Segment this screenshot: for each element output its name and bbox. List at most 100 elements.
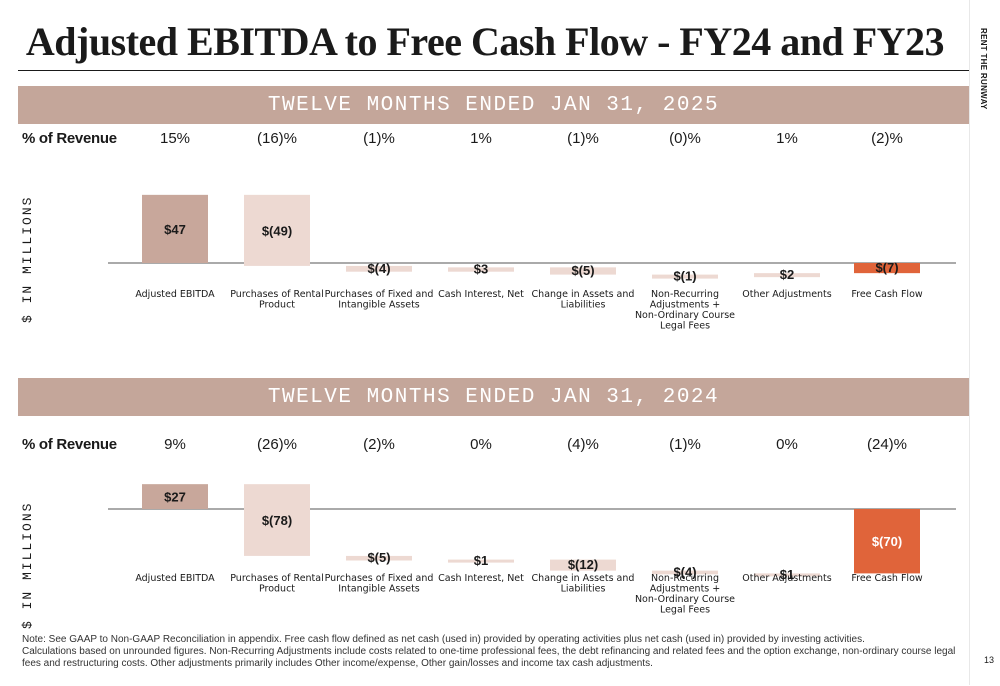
waterfall-bar (854, 509, 920, 574)
category-label: Purchases of Fixed and Intangible Assets (325, 289, 434, 311)
pct-of-revenue-value: 1% (470, 130, 492, 147)
category-label-line: Adjusted EBITDA (135, 289, 215, 300)
category-label: Change in Assets and Liabilities (532, 289, 635, 311)
category-label-line: Purchases of Rental (230, 289, 324, 300)
waterfall-bar (550, 559, 616, 571)
category-label-line: Adjusted EBITDA (135, 573, 215, 584)
category-label-line: Free Cash Flow (851, 573, 923, 584)
period-banner-fy23: TWELVE MONTHS ENDED JAN 31, 2024 (18, 378, 969, 416)
category-label-line: Purchases of Fixed and (325, 289, 434, 300)
pct-of-revenue-value: 9% (164, 436, 186, 453)
pct-of-revenue-value: (2)% (363, 436, 395, 453)
waterfall-bar (854, 263, 920, 274)
category-label-line: Other Adjustments (742, 289, 832, 300)
category-label-line: Change in Assets and (532, 289, 635, 300)
waterfall-bar (346, 555, 412, 561)
category-label-line: Intangible Assets (338, 300, 420, 311)
category-label: Purchases of Rental Product (230, 573, 324, 595)
category-label-line: Purchases of Rental (230, 573, 324, 584)
title-divider (18, 70, 970, 71)
pct-of-revenue-value: 15% (159, 130, 191, 147)
waterfall-bar (754, 573, 820, 577)
pct-of-revenue-value: (1)% (567, 130, 599, 147)
category-label-line: Product (259, 584, 295, 595)
pct-of-revenue-value: (24)% (866, 436, 907, 453)
category-label: Purchases of Rental Product (230, 289, 324, 311)
bar-value-label: $(4) (367, 261, 390, 276)
pct-of-revenue-value: (16)% (256, 130, 297, 147)
category-label: Other Adjustments (742, 573, 832, 584)
category-label-line: Cash Interest, Net (438, 573, 524, 584)
pct-of-revenue-value: (1)% (669, 436, 701, 453)
bar-value-label: $(5) (571, 263, 594, 278)
bar-value-label: $(1) (673, 269, 696, 284)
category-label: Free Cash Flow (851, 573, 923, 584)
category-label-line: Legal Fees (660, 605, 710, 616)
period-banner-fy24: TWELVE MONTHS ENDED JAN 31, 2025 (18, 86, 969, 124)
page-number: 13 (983, 655, 994, 665)
pct-of-revenue-value: (26)% (256, 436, 297, 453)
category-label-line: Adjustments + (650, 300, 720, 311)
category-label: Cash Interest, Net (438, 289, 524, 300)
waterfall-bar (244, 484, 310, 556)
category-label-line: Liabilities (561, 300, 606, 311)
waterfall-panel-fy23: % of Revenue $ IN MILLIONS $27 Adjusted E… (0, 436, 970, 686)
bar-value-label: $1 (474, 553, 488, 568)
pct-of-revenue-label: % of Revenue (22, 130, 117, 147)
category-label-line: Non-Ordinary Course (635, 310, 735, 321)
bar-value-label: $3 (474, 262, 488, 277)
pct-of-revenue-value: (0)% (669, 130, 701, 147)
page-title: Adjusted EBITDA to Free Cash Flow - FY24… (25, 19, 945, 64)
category-label-line: Liabilities (561, 584, 606, 595)
waterfall-bar (244, 194, 310, 266)
bar-value-label: $(49) (262, 223, 292, 238)
waterfall-bar (652, 274, 718, 279)
footnote-line: Note: See GAAP to Non-GAAP Reconciliatio… (22, 634, 865, 645)
waterfall-bar (448, 267, 514, 272)
brand-sidebar: RENT THE RUNWAY 13 (969, 0, 1000, 685)
pct-of-revenue-value: (2)% (871, 130, 903, 147)
bar-value-label: $(70) (872, 534, 902, 549)
category-label: Adjusted EBITDA (135, 289, 215, 300)
category-label-line: Intangible Assets (338, 584, 420, 595)
category-label: Adjusted EBITDA (135, 573, 215, 584)
bar-value-label: $(7) (875, 260, 898, 275)
bar-value-label: $(78) (262, 513, 292, 528)
category-label-line: Adjustments + (650, 584, 720, 595)
category-label-line: Free Cash Flow (851, 289, 923, 300)
bar-value-label: $1 (780, 567, 794, 582)
waterfall-bar (754, 273, 820, 278)
brand-label: RENT THE RUNWAY (979, 28, 988, 110)
pct-of-revenue-value: 1% (776, 130, 798, 147)
category-label-line: Non-Recurring (651, 289, 719, 300)
pct-of-revenue-value: 0% (470, 436, 492, 453)
bar-value-label: $2 (780, 267, 794, 282)
category-label-line: Non-Recurring (651, 573, 719, 584)
bar-value-label: $(12) (568, 557, 598, 572)
category-label: Other Adjustments (742, 289, 832, 300)
bar-value-label: $27 (164, 490, 186, 505)
pct-of-revenue-value: (1)% (363, 130, 395, 147)
category-label-line: Cash Interest, Net (438, 289, 524, 300)
category-label-line: Change in Assets and (532, 573, 635, 584)
category-label-line: Other Adjustments (742, 573, 832, 584)
waterfall-panel-fy24: % of Revenue $ IN MILLIONS $47 Adjusted E… (0, 130, 970, 380)
category-label: Change in Assets and Liabilities (532, 573, 635, 595)
category-label-line: Legal Fees (660, 321, 710, 332)
waterfall-chart-fy23: $27 Adjusted EBITDA $(78) Purchases of Rent… (108, 484, 956, 616)
waterfall-bar (448, 559, 514, 563)
pct-of-revenue-label: % of Revenue (22, 436, 117, 453)
waterfall-bar (142, 484, 208, 509)
category-label-line: Purchases of Fixed and (325, 573, 434, 584)
bar-value-label: $(5) (367, 550, 390, 565)
footnotes: Note: See GAAP to Non-GAAP Reconciliatio… (22, 634, 970, 670)
waterfall-bar (550, 267, 616, 275)
waterfall-bar (142, 194, 208, 263)
waterfall-bar (346, 265, 412, 272)
bar-value-label: $47 (164, 222, 186, 237)
waterfall-bar (652, 570, 718, 575)
pct-of-revenue-value: (4)% (567, 436, 599, 453)
bar-value-label: $(4) (673, 564, 696, 579)
waterfall-chart-fy24: $47 Adjusted EBITDA $(49) Purchases of Rent… (108, 194, 956, 332)
category-label: Free Cash Flow (851, 289, 923, 300)
